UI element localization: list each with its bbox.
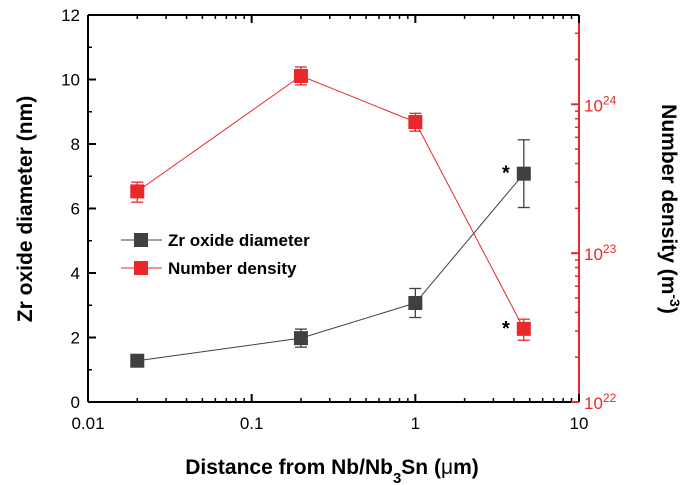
y-left-tick-label: 4 (71, 264, 80, 283)
y-left-tick-label: 2 (71, 329, 80, 348)
legend-marker-density (134, 261, 148, 275)
y-right-tick-label: 1022 (584, 391, 617, 413)
series-line-density (136, 75, 525, 330)
asterisk-annotation: * (502, 163, 510, 185)
x-tick-label: 10 (570, 414, 589, 433)
axes (87, 14, 580, 403)
legend-label-diameter: Zr oxide diameter (168, 231, 310, 250)
y-left-tick-label: 12 (61, 6, 80, 25)
data-point-diameter (516, 166, 531, 181)
x-axis-title: Distance from Nb/Nb3Sn (μm) (185, 456, 479, 485)
x-tick-label: 1 (411, 414, 420, 433)
legend-marker-diameter (134, 233, 148, 247)
y-right-axis-title: Number density (m-3) (657, 104, 683, 314)
series-line-diameter (137, 173, 525, 362)
data-point-density (130, 184, 145, 199)
data-point-density (516, 321, 531, 336)
y-left-tick-label: 8 (71, 135, 80, 154)
y-left-tick-label: 0 (71, 393, 80, 412)
y-left-tick-label: 6 (71, 200, 80, 219)
legend: Zr oxide diameter Number density (121, 231, 310, 278)
series-layer: ** (130, 66, 531, 368)
y-left-tick-label: 10 (61, 71, 80, 90)
y-right-tick-label: 1024 (584, 93, 617, 115)
x-tick-label: 0.01 (71, 414, 104, 433)
tick-marks (87, 14, 580, 403)
data-point-diameter (408, 295, 423, 310)
data-point-density (293, 68, 308, 83)
tick-labels: 0.01 0.1 1 10 0 2 4 6 8 10 12 1022 1023 1024 (61, 6, 617, 433)
data-point-diameter (293, 331, 308, 346)
y-left-axis-title: Zr oxide diameter (nm) (14, 96, 37, 322)
legend-label-density: Number density (168, 259, 297, 278)
data-point-diameter (130, 353, 145, 368)
y-right-tick-label: 1023 (584, 242, 617, 264)
data-point-density (408, 115, 423, 130)
x-tick-label: 0.1 (240, 414, 264, 433)
asterisk-annotation: * (502, 318, 510, 340)
